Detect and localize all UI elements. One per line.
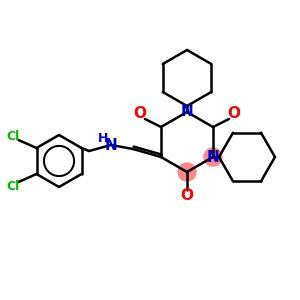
Text: H: H [98,133,108,146]
Text: O: O [134,106,146,122]
Circle shape [178,163,196,181]
Text: O: O [227,106,241,122]
Text: N: N [181,104,194,119]
Circle shape [204,148,222,166]
Text: Cl: Cl [6,130,19,142]
Text: N: N [207,149,219,164]
Text: Cl: Cl [6,179,19,193]
Text: N: N [105,137,117,152]
Text: O: O [181,188,194,203]
